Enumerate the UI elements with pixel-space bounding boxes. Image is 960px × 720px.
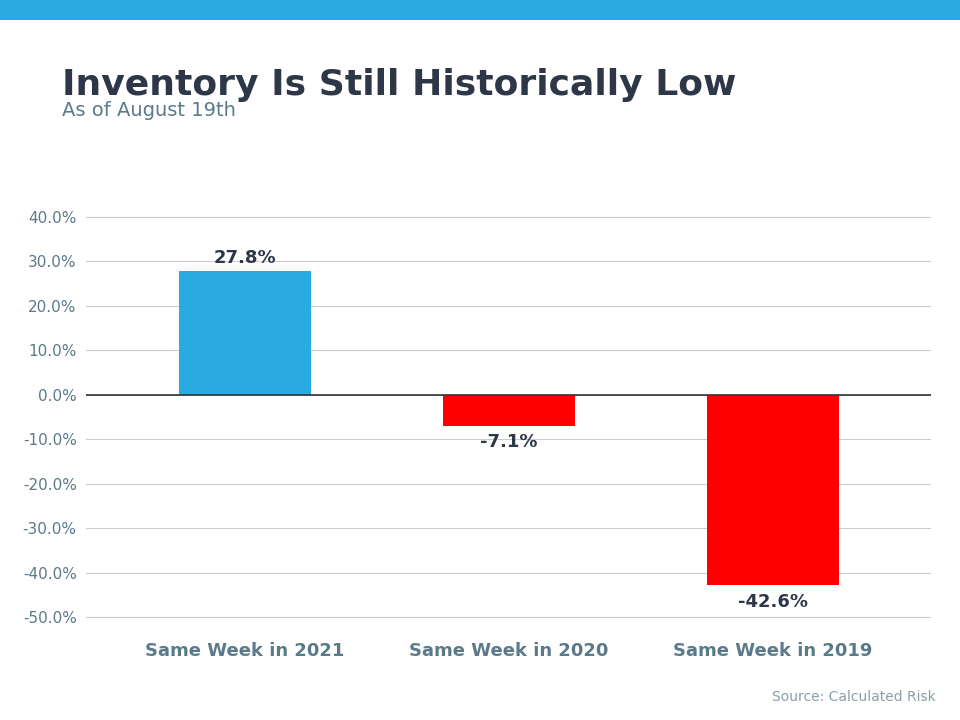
Text: -42.6%: -42.6% xyxy=(738,593,807,611)
Bar xyxy=(707,395,839,585)
Bar xyxy=(443,395,575,426)
Text: 27.8%: 27.8% xyxy=(213,248,276,266)
Bar xyxy=(179,271,311,395)
Text: As of August 19th: As of August 19th xyxy=(62,101,236,120)
Text: -7.1%: -7.1% xyxy=(480,433,538,451)
Text: Inventory Is Still Historically Low: Inventory Is Still Historically Low xyxy=(62,68,736,102)
Text: Source: Calculated Risk: Source: Calculated Risk xyxy=(772,690,936,704)
